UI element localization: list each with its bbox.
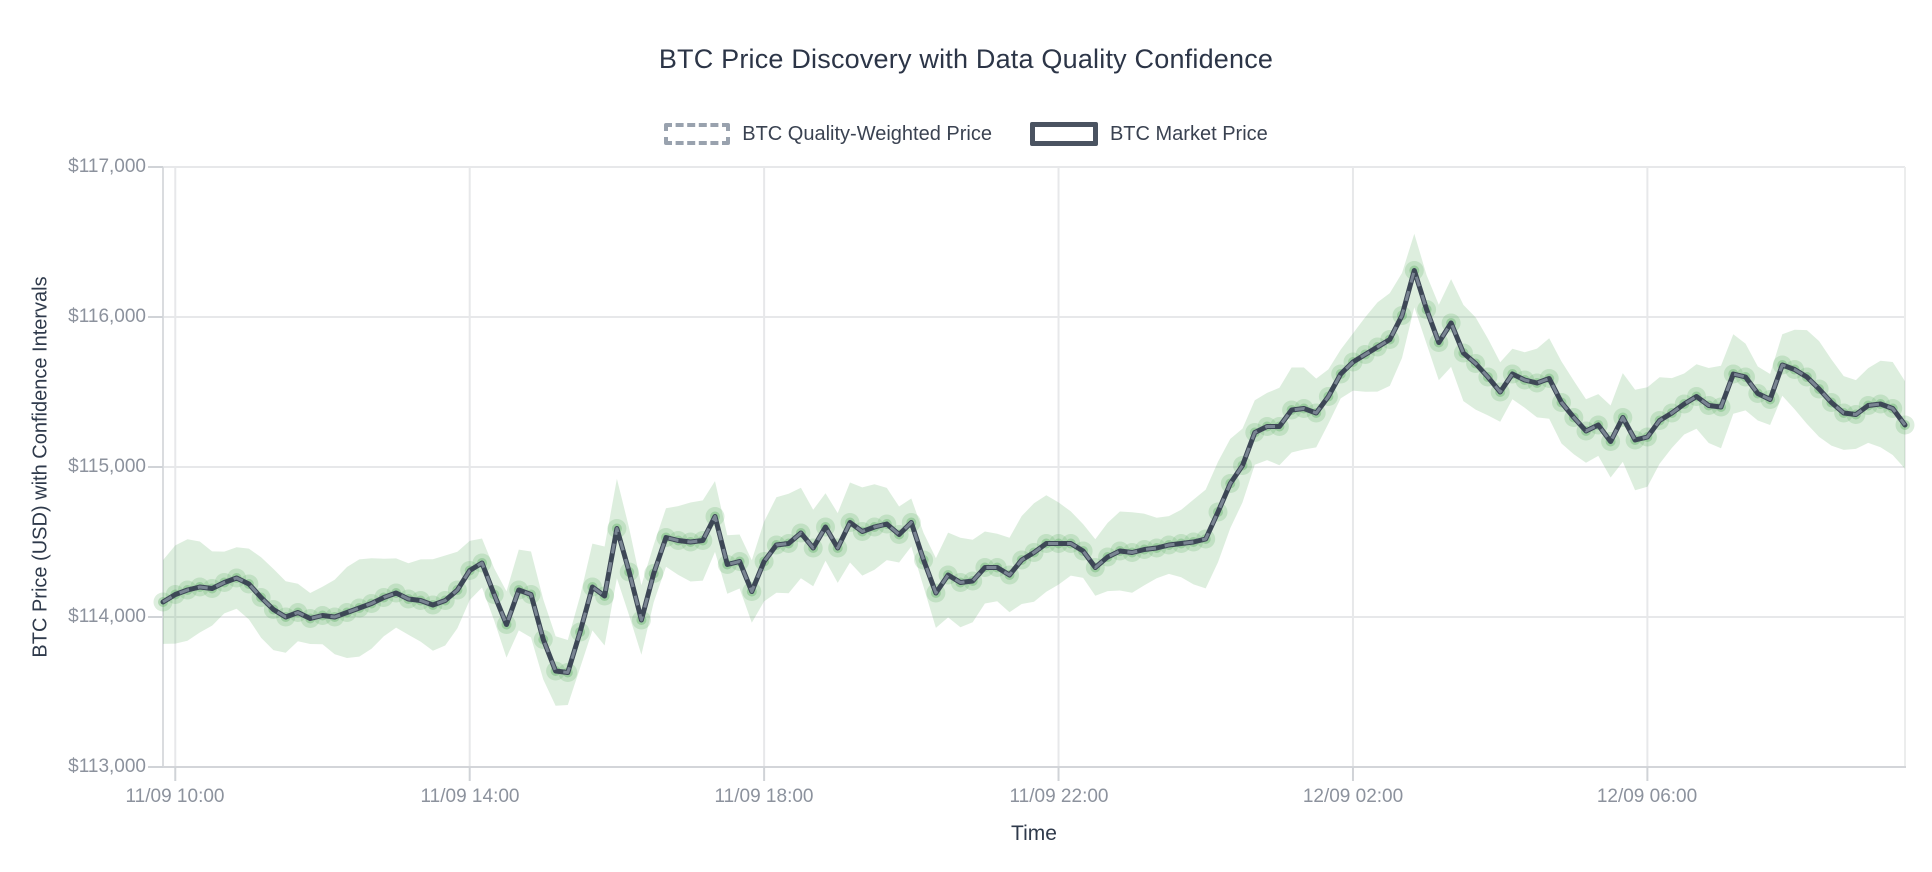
legend-label-quality-weighted: BTC Quality-Weighted Price xyxy=(742,122,992,145)
market-price-swatch-icon xyxy=(1029,122,1098,146)
x-tick-label: 11/09 14:00 xyxy=(420,786,520,807)
x-axis-title: Time xyxy=(1011,822,1057,845)
x-tick-label: 11/09 22:00 xyxy=(1009,786,1109,807)
y-tick-label: $114,000 xyxy=(68,606,146,627)
quality-weighted-line xyxy=(162,269,1907,674)
y-tick-label: $117,000 xyxy=(68,156,146,177)
x-tick-label: 12/09 06:00 xyxy=(1596,786,1698,807)
y-tick-label: $116,000 xyxy=(68,306,146,327)
legend-item-market-price[interactable]: BTC Market Price xyxy=(1029,122,1268,146)
x-tick-label: 11/09 10:00 xyxy=(125,786,225,807)
chart-title: BTC Price Discovery with Data Quality Co… xyxy=(658,44,1274,74)
x-tick-label: 11/09 18:00 xyxy=(714,786,814,807)
y-tick-label: $113,000 xyxy=(68,756,146,777)
y-tick-label: $115,000 xyxy=(68,456,146,477)
x-tick-label: 12/09 02:00 xyxy=(1302,786,1404,807)
legend-item-quality-weighted[interactable]: BTC Quality-Weighted Price xyxy=(664,123,992,146)
quality-weighted-swatch-icon xyxy=(664,123,731,145)
confidence-band xyxy=(163,233,1905,706)
legend: BTC Quality-Weighted Price BTC Market Pr… xyxy=(0,122,1932,146)
legend-label-market-price: BTC Market Price xyxy=(1109,122,1268,145)
